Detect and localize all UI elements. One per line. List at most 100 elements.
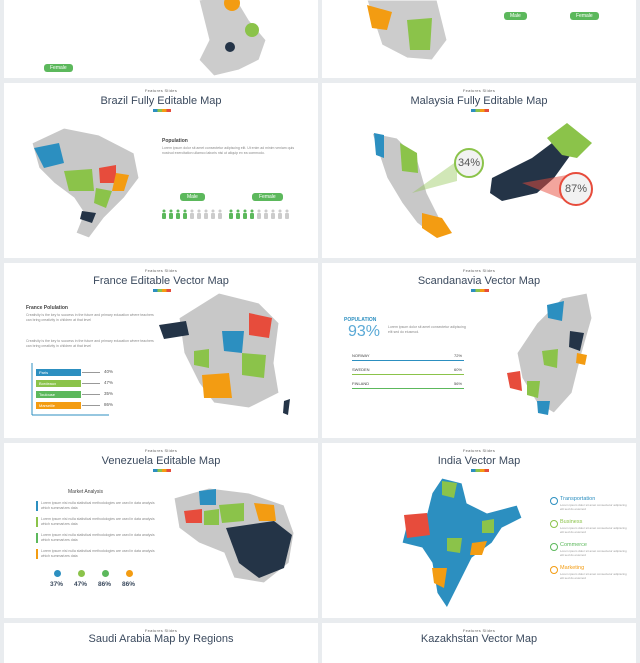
people [162, 209, 289, 219]
person-icon [176, 209, 180, 219]
slide: Features Slides India Vector Map Transpo… [322, 443, 636, 618]
bullet-bar [36, 501, 38, 511]
paragraph: Lorem ipsum dolor sit amet consectetur a… [560, 503, 627, 511]
paragraph: Lorem ipsum dolor sit amet consectetur a… [560, 572, 627, 580]
slide: Male Female [322, 0, 636, 78]
title: Brazil Fully Editable Map [100, 95, 222, 107]
paragraph: Lorem ipsum nisi nulla statistical metho… [41, 533, 155, 542]
row-line [352, 388, 464, 389]
legend-dot [550, 497, 558, 505]
legend-label: Business [560, 519, 583, 525]
row-value: 72% [454, 353, 463, 358]
subtitle: Features Slides [462, 268, 496, 273]
paragraph: Lorem ipsum dolor sit amet consectetur a… [388, 325, 466, 334]
value: 40% [104, 369, 114, 374]
legend-label: Transportation [560, 496, 596, 502]
bar-label: Paris [36, 369, 81, 376]
person-icon [278, 209, 282, 219]
value: 86% [104, 402, 114, 407]
row-line [352, 360, 464, 361]
subtitle: Features Slides [144, 628, 178, 633]
row-label: SWEDEN [352, 367, 370, 372]
value: 87% [564, 183, 588, 195]
icon [126, 570, 133, 577]
label: Female [44, 64, 73, 72]
label: Female [570, 12, 599, 20]
title: France Editable Vector Map [93, 275, 229, 287]
icon [54, 570, 61, 577]
legend-dot [550, 520, 558, 528]
subtitle: Features Slides [462, 448, 496, 453]
map [198, 0, 267, 77]
paragraph: Lorem ipsum nisi nulla statistical metho… [41, 549, 155, 558]
bar-label: Bordeaux [36, 380, 81, 387]
person-icon [169, 209, 173, 219]
bar-label: Toulouse [36, 391, 81, 398]
dots [471, 469, 489, 472]
label: Male [504, 12, 527, 20]
bullet-bar [36, 533, 38, 543]
person-icon [257, 209, 261, 219]
slide: Female [4, 0, 318, 78]
dots [153, 109, 171, 112]
dots [471, 289, 489, 292]
arrow-line [82, 394, 100, 395]
person-icon [236, 209, 240, 219]
slide: Features Slides Brazil Fully Editable Ma… [4, 83, 318, 258]
slide: Features Slides Saudi Arabia Map by Regi… [4, 623, 318, 663]
row-value: 60% [454, 367, 463, 372]
legend-dot [550, 543, 558, 551]
legend-label: Commerce [560, 542, 587, 548]
map [507, 292, 593, 415]
map [31, 127, 140, 239]
slide: Features Slides Malaysia Fully Editable … [322, 83, 636, 258]
map [366, 0, 448, 61]
row-line [352, 374, 464, 375]
heading: Market Analysis [68, 489, 104, 495]
row-label: NORWAY [352, 353, 370, 358]
legend-label: Marketing [560, 565, 585, 571]
paragraph: Lorem ipsum dolor sit amet consectetur a… [162, 146, 295, 155]
value: 86% [98, 581, 112, 588]
dots [153, 289, 171, 292]
row-value: 56% [454, 381, 463, 386]
icon [102, 570, 109, 577]
page: Female Male Female Features Slides Brazi… [4, 0, 636, 663]
title: Scandanavia Vector Map [417, 275, 541, 287]
person-icon [211, 209, 215, 219]
person-icon [197, 209, 201, 219]
legend-dot [550, 566, 558, 574]
slide: Features Slides Scandanavia Vector Map P… [322, 263, 636, 438]
title: Venezuela Editable Map [101, 455, 221, 467]
value: 37% [50, 581, 64, 588]
value: 47% [104, 380, 114, 385]
person-icon [229, 209, 233, 219]
map [31, 292, 290, 416]
value: 35% [104, 391, 114, 396]
label: Male [180, 193, 205, 201]
dots [471, 109, 489, 112]
row-label: FINLAND [352, 381, 370, 386]
heading: POPULATION [344, 317, 377, 323]
title: India Vector Map [437, 455, 521, 467]
subtitle: Features Slides [462, 628, 496, 633]
label: Female [252, 193, 283, 201]
person-icon [190, 209, 194, 219]
big-value: 93% [348, 323, 381, 340]
paragraph: Lorem ipsum nisi nulla statistical metho… [41, 517, 155, 526]
person-icon [271, 209, 275, 219]
person-icon [250, 209, 254, 219]
person-icon [285, 209, 289, 219]
person-icon [264, 209, 268, 219]
person-icon [162, 209, 166, 219]
value: 86% [122, 581, 136, 588]
map [173, 487, 295, 584]
person-icon [218, 209, 222, 219]
bullet-bar [36, 549, 38, 559]
subtitle: Features Slides [144, 268, 178, 273]
slide: Features Slides Kazakhstan Vector Map [322, 623, 636, 663]
heading: France Polulation [26, 305, 68, 311]
paragraph: Creativity is the key to success in the … [26, 313, 154, 322]
subtitle: Features Slides [462, 88, 496, 93]
person-icon [183, 209, 187, 219]
